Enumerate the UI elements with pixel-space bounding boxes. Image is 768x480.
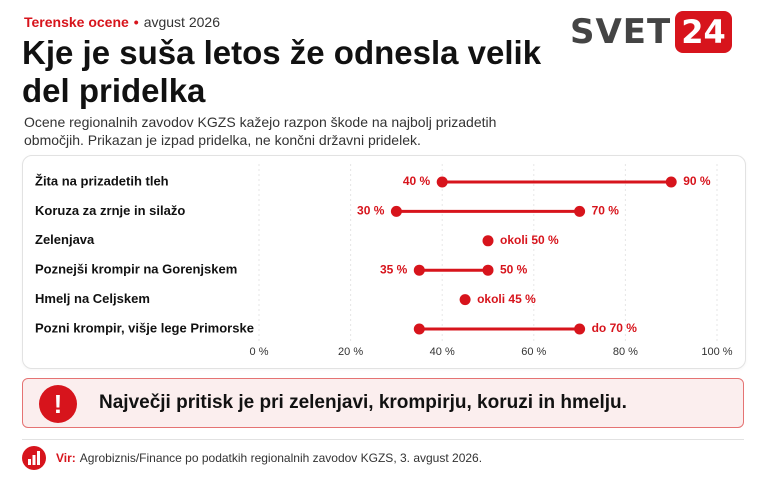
range-high-point [482, 264, 494, 276]
value-label: 30 % [357, 204, 385, 218]
subtitle: Ocene regionalnih zavodov KGZS kažejo ra… [24, 114, 497, 148]
range-high-point [665, 176, 677, 188]
date-label: avgust 2026 [143, 14, 220, 30]
x-tick-label: 20 % [338, 346, 363, 358]
kicker: Terenske ocene • avgust 2026 [24, 14, 220, 30]
callout-text: Največji pritisk je pri zelenjavi, kromp… [99, 392, 627, 413]
x-tick-label: 0 % [250, 346, 269, 358]
footer-divider [22, 439, 744, 440]
x-tick-label: 80 % [613, 346, 638, 358]
source-label: Vir: [56, 451, 76, 465]
source-text: Agrobiznis/Finance po podatkih regionaln… [79, 451, 483, 465]
value-label: 35 % [380, 262, 408, 276]
range-low-point [390, 205, 402, 217]
dumbbell-chart: 0 % 20 % 40 % 60 % 80 % 100 % Žita na prizadet… [35, 164, 733, 358]
value-label: 90 % [683, 174, 711, 188]
svet24-logo: SVET 24 [570, 10, 750, 54]
value-label: 50 % [500, 262, 528, 276]
value-label: okoli 50 % [500, 233, 559, 247]
category-label: Hmelj na Celjskem [35, 291, 150, 306]
range-low-point [413, 264, 425, 276]
range-high-point [574, 323, 586, 335]
x-tick-label: 40 % [430, 346, 455, 358]
category-label: Pozni krompir, višje lege Primorske [35, 320, 254, 335]
range-low-point [413, 323, 425, 335]
estimate-point [459, 294, 471, 306]
page-title: Kje je suša letos že odnesla velik del p… [22, 34, 542, 109]
chart-card: 0 % 20 % 40 % 60 % 80 % 100 % Žita na prizadet… [22, 155, 746, 369]
value-label: okoli 45 % [477, 292, 536, 306]
value-label: 70 % [592, 204, 620, 218]
category-label: Terenske ocene [24, 14, 129, 30]
logo-badge: 24 [675, 11, 732, 53]
category-label: Žita na prizadetih tleh [35, 173, 169, 188]
category-label: Poznejši krompir na Gorenjskem [35, 262, 237, 277]
logo-word: SVET [570, 12, 672, 52]
x-tick-label: 60 % [521, 346, 546, 358]
category-label: Koruza za zrnje in silažo [35, 203, 185, 218]
range-low-point [436, 176, 448, 188]
value-label: do 70 % [592, 321, 638, 335]
bar-chart-icon [22, 446, 46, 470]
value-label: 40 % [403, 174, 431, 188]
source-line: Vir: Agrobiznis/Finance po podatkih regi… [22, 446, 482, 470]
x-tick-label: 100 % [701, 346, 732, 358]
kicker-bullet: • [133, 14, 139, 30]
category-label: Zelenjava [35, 232, 95, 247]
range-high-point [574, 205, 586, 217]
key-finding-callout: ! Največji pritisk je pri zelenjavi, kro… [22, 378, 744, 428]
estimate-point [482, 235, 494, 247]
exclamation-icon: ! [39, 385, 77, 423]
